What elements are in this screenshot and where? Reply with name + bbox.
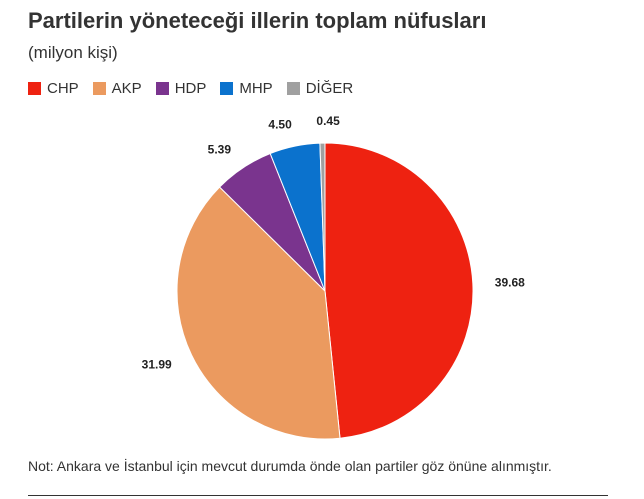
- legend-item-hdp: HDP: [155, 80, 207, 97]
- legend-item-chp: CHP: [28, 80, 79, 97]
- legend-label: HDP: [174, 80, 207, 97]
- data-label-di̇ğer: 0.45: [316, 114, 340, 128]
- legend-label: CHP: [47, 80, 79, 97]
- legend-swatch: [92, 82, 106, 95]
- data-label-chp: 39.68: [495, 275, 525, 289]
- data-label-hdp: 5.39: [208, 142, 232, 156]
- data-label-mhp: 4.50: [268, 118, 292, 132]
- footnote: Not: Ankara ve İstanbul için mevcut duru…: [28, 458, 552, 474]
- chart-title: Partilerin yöneteceği illerin toplam nüf…: [28, 8, 487, 33]
- legend-swatch: [155, 82, 169, 95]
- pie-slice-chp: [324, 142, 474, 439]
- pie-slice-di̇ğer: [319, 142, 326, 292]
- legend-swatch: [220, 82, 234, 95]
- legend-item-di̇ğer: DİĞER: [286, 80, 354, 97]
- legend-swatch: [28, 82, 41, 95]
- legend-label: DİĞER: [305, 80, 354, 97]
- legend-label: MHP: [239, 80, 273, 97]
- data-label-akp: 31.99: [142, 358, 172, 372]
- pie-slice-akp: [176, 186, 341, 440]
- legend-item-akp: AKP: [92, 80, 142, 97]
- legend-label: AKP: [111, 80, 142, 97]
- legend-swatch: [286, 82, 300, 95]
- bottom-divider: [28, 495, 608, 496]
- chart-subtitle: (milyon kişi): [28, 43, 118, 62]
- legend-item-mhp: MHP: [220, 80, 273, 97]
- legend: CHP AKP HDP MHP DİĞER: [28, 80, 367, 97]
